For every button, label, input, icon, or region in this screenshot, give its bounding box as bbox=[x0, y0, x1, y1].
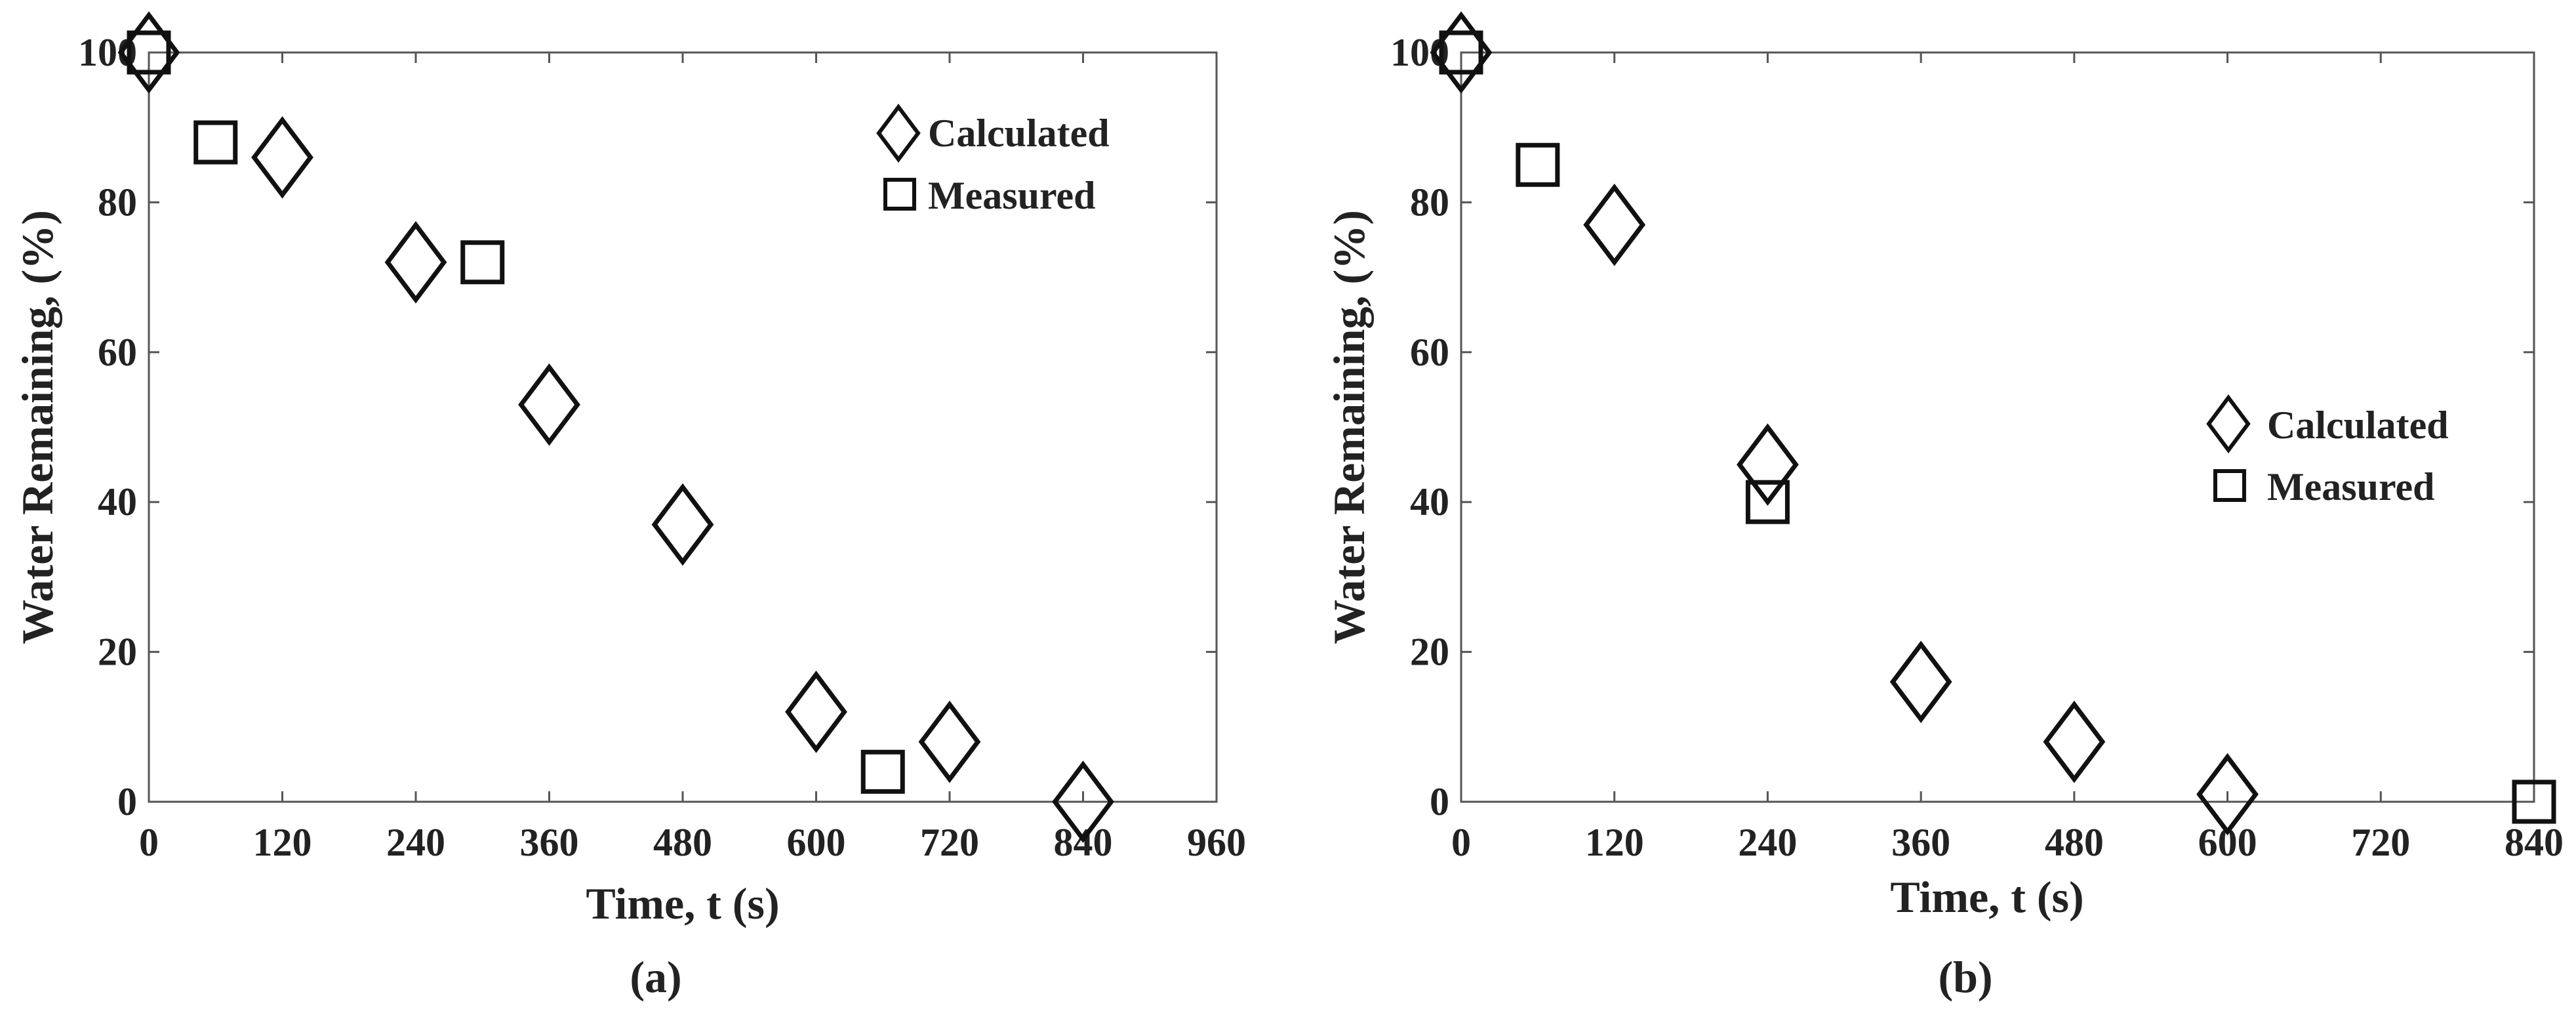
calculated-point bbox=[918, 700, 981, 783]
calculated-point bbox=[1052, 760, 1114, 843]
calculated-point bbox=[384, 220, 447, 304]
legend-label-calculated: Calculated bbox=[928, 112, 1110, 155]
x-tick-label: 120 bbox=[253, 821, 312, 864]
legend: Calculated Measured bbox=[876, 104, 1110, 217]
calculated-point bbox=[1889, 640, 1952, 724]
panel-label: (b) bbox=[1938, 952, 1992, 1002]
x-tick-label: 480 bbox=[2045, 821, 2104, 864]
x-tick-label: 360 bbox=[520, 821, 579, 864]
calculated-point bbox=[1737, 423, 1799, 506]
calculated-point bbox=[785, 671, 847, 753]
y-tick-label: 60 bbox=[98, 331, 137, 374]
legend-marker-calculated bbox=[2206, 394, 2251, 453]
x-axis-ticks: 0 120 240 360 480 600 720 840 960 bbox=[139, 52, 1246, 864]
x-tick-label: 0 bbox=[1451, 821, 1471, 864]
x-tick-label: 960 bbox=[1187, 821, 1246, 864]
x-tick-label: 240 bbox=[1738, 821, 1797, 864]
plot-frame bbox=[148, 51, 1218, 803]
y-tick-label: 60 bbox=[1410, 331, 1449, 374]
calculated-point bbox=[1583, 183, 1646, 266]
data-markers bbox=[1430, 11, 2556, 836]
measured-point bbox=[460, 240, 505, 285]
measured-point bbox=[1745, 480, 1790, 524]
y-tick-label: 20 bbox=[1410, 631, 1449, 674]
legend-marker-calculated bbox=[876, 104, 921, 163]
measured-point bbox=[1439, 30, 1483, 75]
x-tick-label: 720 bbox=[2351, 821, 2410, 864]
legend: Calculated Measured bbox=[2206, 394, 2449, 508]
measured-point bbox=[127, 30, 171, 75]
y-tick-label: 80 bbox=[98, 180, 137, 224]
calculated-point bbox=[2196, 753, 2259, 836]
measured-point bbox=[193, 120, 238, 165]
x-axis-label: Time, t (s) bbox=[586, 879, 779, 928]
x-tick-label: 600 bbox=[2198, 821, 2257, 864]
y-tick-label: 0 bbox=[1430, 780, 1449, 823]
legend-marker-measured bbox=[2213, 469, 2246, 502]
plot-frame bbox=[1460, 51, 2535, 803]
calculated-point bbox=[2043, 700, 2106, 783]
legend-label-calculated: Calculated bbox=[2267, 404, 2449, 447]
x-tick-label: 360 bbox=[1891, 821, 1950, 864]
x-tick-label: 480 bbox=[653, 821, 712, 864]
x-tick-label: 840 bbox=[2505, 821, 2564, 864]
panel-label: (a) bbox=[630, 952, 681, 1002]
measured-point bbox=[860, 749, 905, 794]
calculated-point bbox=[251, 116, 313, 199]
y-tick-label: 20 bbox=[98, 631, 137, 674]
x-tick-label: 240 bbox=[386, 821, 445, 864]
x-tick-label: 720 bbox=[920, 821, 979, 864]
x-tick-label: 120 bbox=[1585, 821, 1644, 864]
x-axis-ticks: 0 120 240 360 480 600 720 840 bbox=[1451, 52, 2564, 864]
y-tick-label: 40 bbox=[1410, 480, 1449, 524]
calculated-point bbox=[651, 483, 714, 566]
calculated-point bbox=[518, 363, 580, 446]
y-tick-label: 80 bbox=[1410, 180, 1449, 224]
y-tick-label: 0 bbox=[117, 780, 137, 823]
x-tick-label: 0 bbox=[139, 821, 159, 864]
measured-point bbox=[2512, 779, 2556, 824]
data-markers bbox=[117, 11, 1114, 843]
x-tick-label: 600 bbox=[787, 821, 846, 864]
legend-marker-measured bbox=[883, 178, 916, 211]
y-tick-label: 40 bbox=[98, 480, 137, 524]
y-axis-label: Water Remaining, (%) bbox=[12, 210, 62, 644]
y-axis-label: Water Remaining, (%) bbox=[1324, 210, 1374, 644]
measured-point bbox=[1516, 142, 1560, 187]
legend-label-measured: Measured bbox=[928, 174, 1096, 217]
legend-label-measured: Measured bbox=[2267, 465, 2435, 508]
x-axis-label: Time, t (s) bbox=[1890, 872, 2083, 922]
